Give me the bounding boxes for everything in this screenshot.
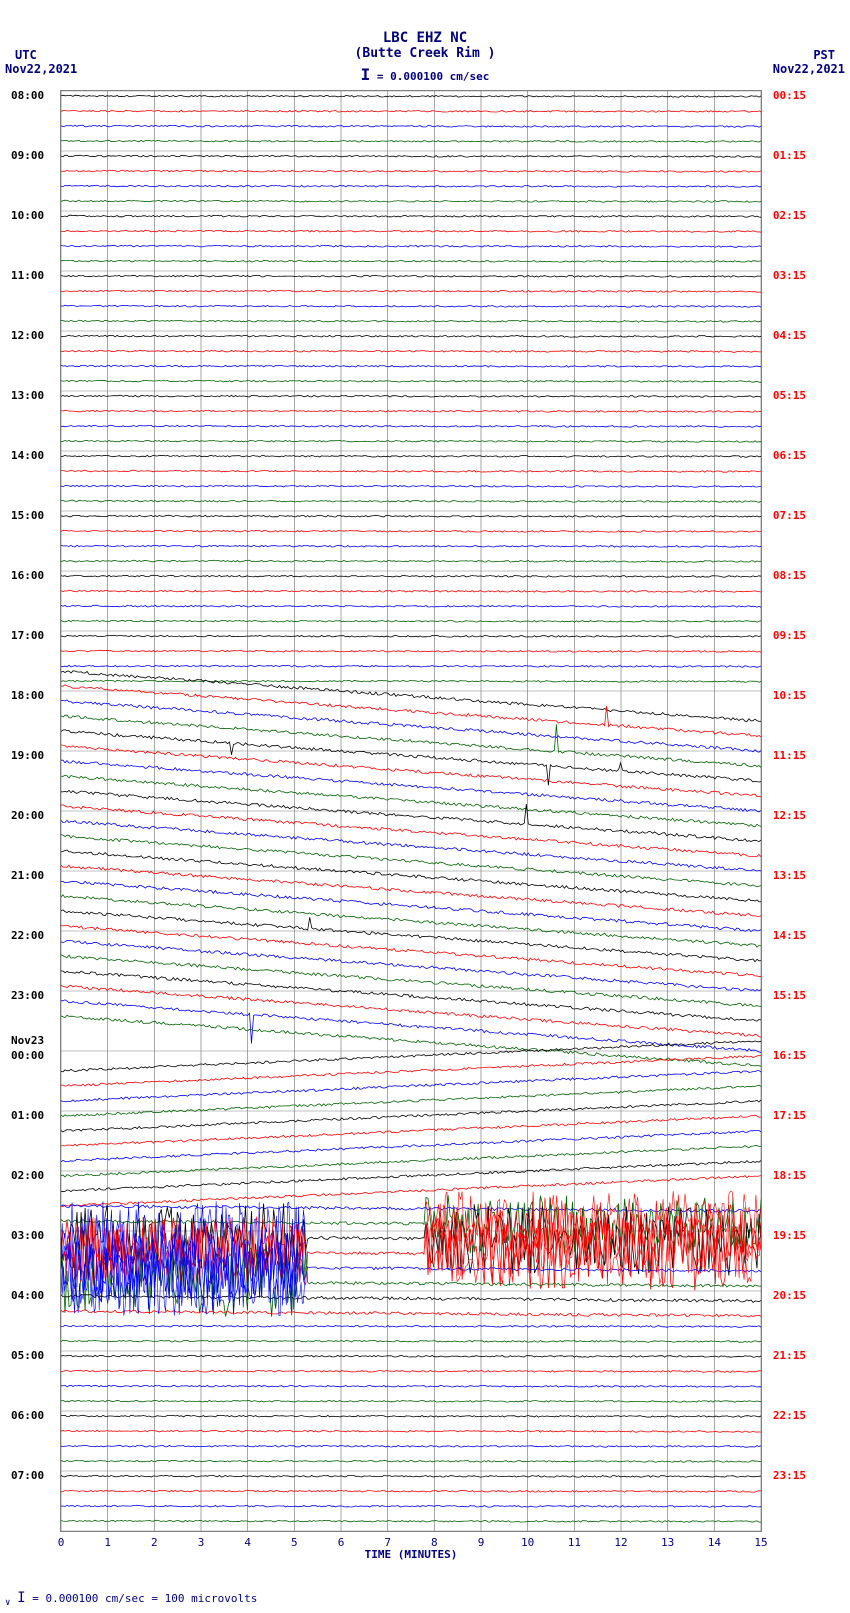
pst-label: 13:15 — [773, 869, 806, 882]
helicorder-plot: 08:0009:0010:0011:0012:0013:0014:0015:00… — [60, 90, 762, 1532]
utc-label: 15:00 — [11, 509, 44, 522]
pst-label: 08:15 — [773, 569, 806, 582]
pst-label: 01:15 — [773, 149, 806, 162]
utc-label: 14:00 — [11, 449, 44, 462]
pst-label: 15:15 — [773, 989, 806, 1002]
pst-label: 03:15 — [773, 269, 806, 282]
pst-label: 10:15 — [773, 689, 806, 702]
pst-label: 06:15 — [773, 449, 806, 462]
utc-label: 04:00 — [11, 1289, 44, 1302]
utc-label: 23:00 — [11, 989, 44, 1002]
utc-label: 00:00 — [11, 1049, 44, 1062]
date-left: Nov22,2021 — [5, 62, 77, 76]
pst-label: 21:15 — [773, 1349, 806, 1362]
x-axis-label: TIME (MINUTES) — [61, 1548, 761, 1561]
utc-label: 08:00 — [11, 89, 44, 102]
pst-label: 17:15 — [773, 1109, 806, 1122]
utc-label: 01:00 — [11, 1109, 44, 1122]
utc-label: 22:00 — [11, 929, 44, 942]
seismogram-container: LBC EHZ NC (Butte Creek Rim ) I = 0.0001… — [0, 0, 850, 1613]
date-right: Nov22,2021 — [773, 62, 845, 76]
utc-label: Nov23 — [11, 1034, 44, 1047]
utc-label: 11:00 — [11, 269, 44, 282]
pst-label: 16:15 — [773, 1049, 806, 1062]
utc-label: 02:00 — [11, 1169, 44, 1182]
utc-label: 16:00 — [11, 569, 44, 582]
utc-label: 10:00 — [11, 209, 44, 222]
utc-label: 07:00 — [11, 1469, 44, 1482]
pst-label: 11:15 — [773, 749, 806, 762]
pst-label: 07:15 — [773, 509, 806, 522]
pst-label: 20:15 — [773, 1289, 806, 1302]
utc-label: 21:00 — [11, 869, 44, 882]
pst-label: 18:15 — [773, 1169, 806, 1182]
utc-label: 09:00 — [11, 149, 44, 162]
pst-label: 04:15 — [773, 329, 806, 342]
timezone-left: UTC — [15, 48, 37, 62]
pst-label: 05:15 — [773, 389, 806, 402]
pst-label: 14:15 — [773, 929, 806, 942]
scale-indicator: I = 0.000100 cm/sec — [361, 65, 490, 84]
utc-label: 19:00 — [11, 749, 44, 762]
utc-label: 05:00 — [11, 1349, 44, 1362]
pst-label: 02:15 — [773, 209, 806, 222]
utc-label: 18:00 — [11, 689, 44, 702]
utc-label: 03:00 — [11, 1229, 44, 1242]
utc-label: 20:00 — [11, 809, 44, 822]
utc-label: 13:00 — [11, 389, 44, 402]
station-title: LBC EHZ NC — [0, 30, 850, 46]
pst-label: 22:15 — [773, 1409, 806, 1422]
utc-label: 12:00 — [11, 329, 44, 342]
pst-label: 00:15 — [773, 89, 806, 102]
pst-label: 12:15 — [773, 809, 806, 822]
utc-label: 17:00 — [11, 629, 44, 642]
footer-scale: ∨ I = 0.000100 cm/sec = 100 microvolts — [5, 1590, 257, 1608]
pst-label: 19:15 — [773, 1229, 806, 1242]
utc-label: 06:00 — [11, 1409, 44, 1422]
pst-label: 09:15 — [773, 629, 806, 642]
pst-label: 23:15 — [773, 1469, 806, 1482]
helicorder-svg — [61, 91, 761, 1531]
station-subtitle: (Butte Creek Rim ) — [0, 46, 850, 61]
timezone-right: PST — [813, 48, 835, 62]
